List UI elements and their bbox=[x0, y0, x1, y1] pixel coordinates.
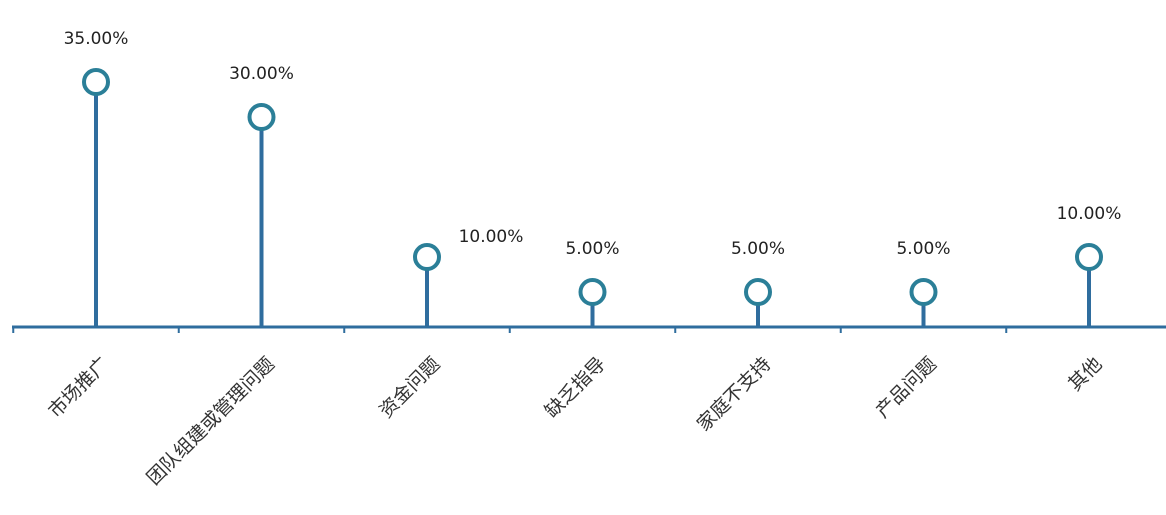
lollipop-marker bbox=[82, 68, 110, 96]
lollipop-marker bbox=[413, 243, 441, 271]
x-tick-label: 团队组建或管理问题 bbox=[143, 353, 279, 489]
chart-marks bbox=[82, 68, 1103, 327]
x-tick-label: 家庭不支持 bbox=[693, 353, 776, 436]
x-tick-label: 产品问题 bbox=[872, 353, 941, 422]
data-label: 10.00% bbox=[459, 227, 524, 247]
data-label: 5.00% bbox=[731, 239, 785, 259]
data-label: 30.00% bbox=[229, 64, 294, 84]
data-label: 10.00% bbox=[1057, 204, 1122, 224]
x-tick-label: 其他 bbox=[1064, 353, 1106, 395]
data-label: 5.00% bbox=[565, 239, 619, 259]
lollipop-marker bbox=[744, 278, 772, 306]
lollipop-marker bbox=[247, 103, 276, 131]
x-tick-label: 缺乏指导 bbox=[541, 353, 610, 422]
x-axis bbox=[12, 325, 1166, 333]
data-label: 35.00% bbox=[64, 29, 129, 49]
chart-labels: 35.00% 市场推广 30.00% 团队组建或管理问题 10.00% 资金问题 5.00%… bbox=[44, 29, 1121, 489]
x-tick-label: 市场推广 bbox=[44, 353, 113, 422]
lollipop-marker bbox=[1075, 243, 1103, 271]
data-label: 5.00% bbox=[896, 239, 950, 259]
lollipop-marker bbox=[578, 278, 607, 306]
lollipop-marker bbox=[909, 278, 938, 306]
x-tick-label: 资金问题 bbox=[375, 353, 444, 422]
